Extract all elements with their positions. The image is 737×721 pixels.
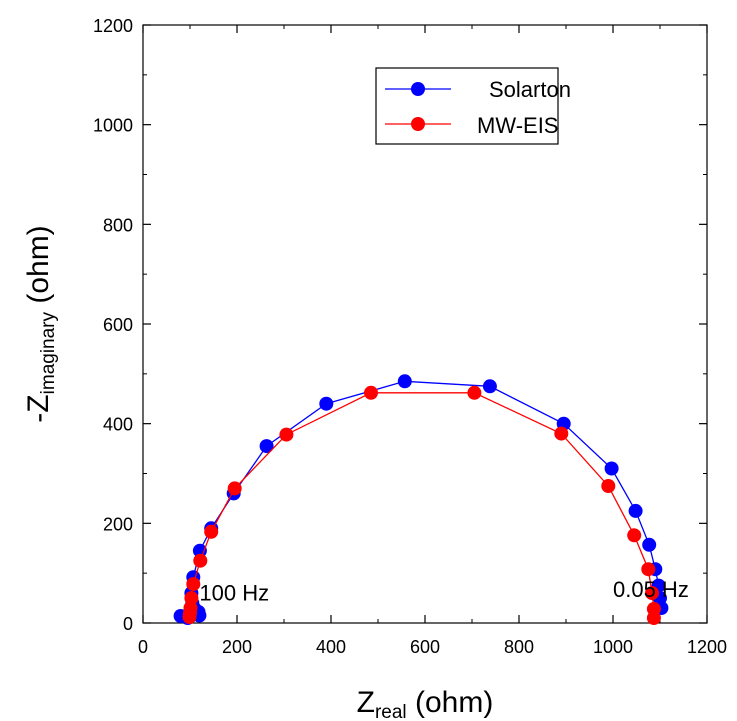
data-point-solarton <box>397 374 412 389</box>
legend-swatch-marker-mw-eis <box>411 117 425 131</box>
x-tick-label: 600 <box>410 637 440 657</box>
data-point-mw-eis <box>193 553 208 568</box>
x-tick-label: 0 <box>138 637 148 657</box>
y-tick-label: 1000 <box>93 116 133 136</box>
y-axis-ticks: 0 200 400 600 800 1000 1200 <box>93 16 707 634</box>
y-tick-label: 600 <box>103 315 133 335</box>
x-tick-label: 400 <box>316 637 346 657</box>
annotation-layer: 100 Hz 0.05 Hz <box>199 577 688 605</box>
y-tick-label: 400 <box>103 415 133 435</box>
data-point-mw-eis <box>645 586 659 601</box>
data-point-mw-eis <box>182 610 197 624</box>
data-point-mw-eis <box>227 481 242 496</box>
legend-box <box>375 67 559 145</box>
data-point-mw-eis <box>364 385 378 400</box>
annotation-label: 0.05 Hz <box>613 577 689 602</box>
plot-area: 0 200 400 600 800 1000 1200 0 200 400 600 800 1000 1… <box>93 16 727 657</box>
series-layer <box>173 374 669 625</box>
data-point-mw-eis <box>646 602 661 616</box>
series-mw-eis <box>182 385 661 625</box>
x-axis-title: Zreal (ohm) <box>357 686 494 721</box>
data-point-solarton <box>642 537 657 552</box>
data-point-solarton <box>259 439 274 454</box>
data-point-solarton <box>319 396 334 411</box>
y-axis-title-subscript: imaginary <box>38 312 59 395</box>
y-axis-title: -Zimaginary (ohm) <box>22 225 59 422</box>
data-point-mw-eis <box>641 562 656 577</box>
data-point-mw-eis <box>186 577 201 592</box>
x-axis-title-subscript: real <box>375 702 407 721</box>
data-point-mw-eis <box>601 479 616 493</box>
data-point-solarton <box>482 379 497 394</box>
data-point-solarton <box>628 503 643 518</box>
y-tick-label: 1200 <box>93 16 133 36</box>
data-point-mw-eis <box>467 385 482 400</box>
y-tick-label: 800 <box>103 215 133 235</box>
data-point-mw-eis <box>204 524 219 539</box>
data-point-solarton <box>604 461 619 476</box>
legend-swatch-marker-solarton <box>411 82 425 96</box>
y-tick-label: 200 <box>103 514 133 534</box>
x-tick-label: 1200 <box>687 637 727 657</box>
x-axis-ticks: 0 200 400 600 800 1000 1200 <box>138 25 727 657</box>
y-tick-label: 0 <box>123 614 133 634</box>
legend: Solarton MW-EIS <box>375 67 571 145</box>
x-tick-label: 800 <box>504 637 534 657</box>
data-point-mw-eis <box>627 528 642 543</box>
x-tick-label: 200 <box>222 637 252 657</box>
data-point-mw-eis <box>279 427 294 442</box>
data-point-mw-eis <box>554 426 569 441</box>
legend-label-solarton: Solarton <box>489 77 571 102</box>
x-tick-label: 1000 <box>593 637 633 657</box>
legend-label-mw-eis: MW-EIS <box>477 113 558 138</box>
annotation-label: 100 Hz <box>199 581 269 606</box>
